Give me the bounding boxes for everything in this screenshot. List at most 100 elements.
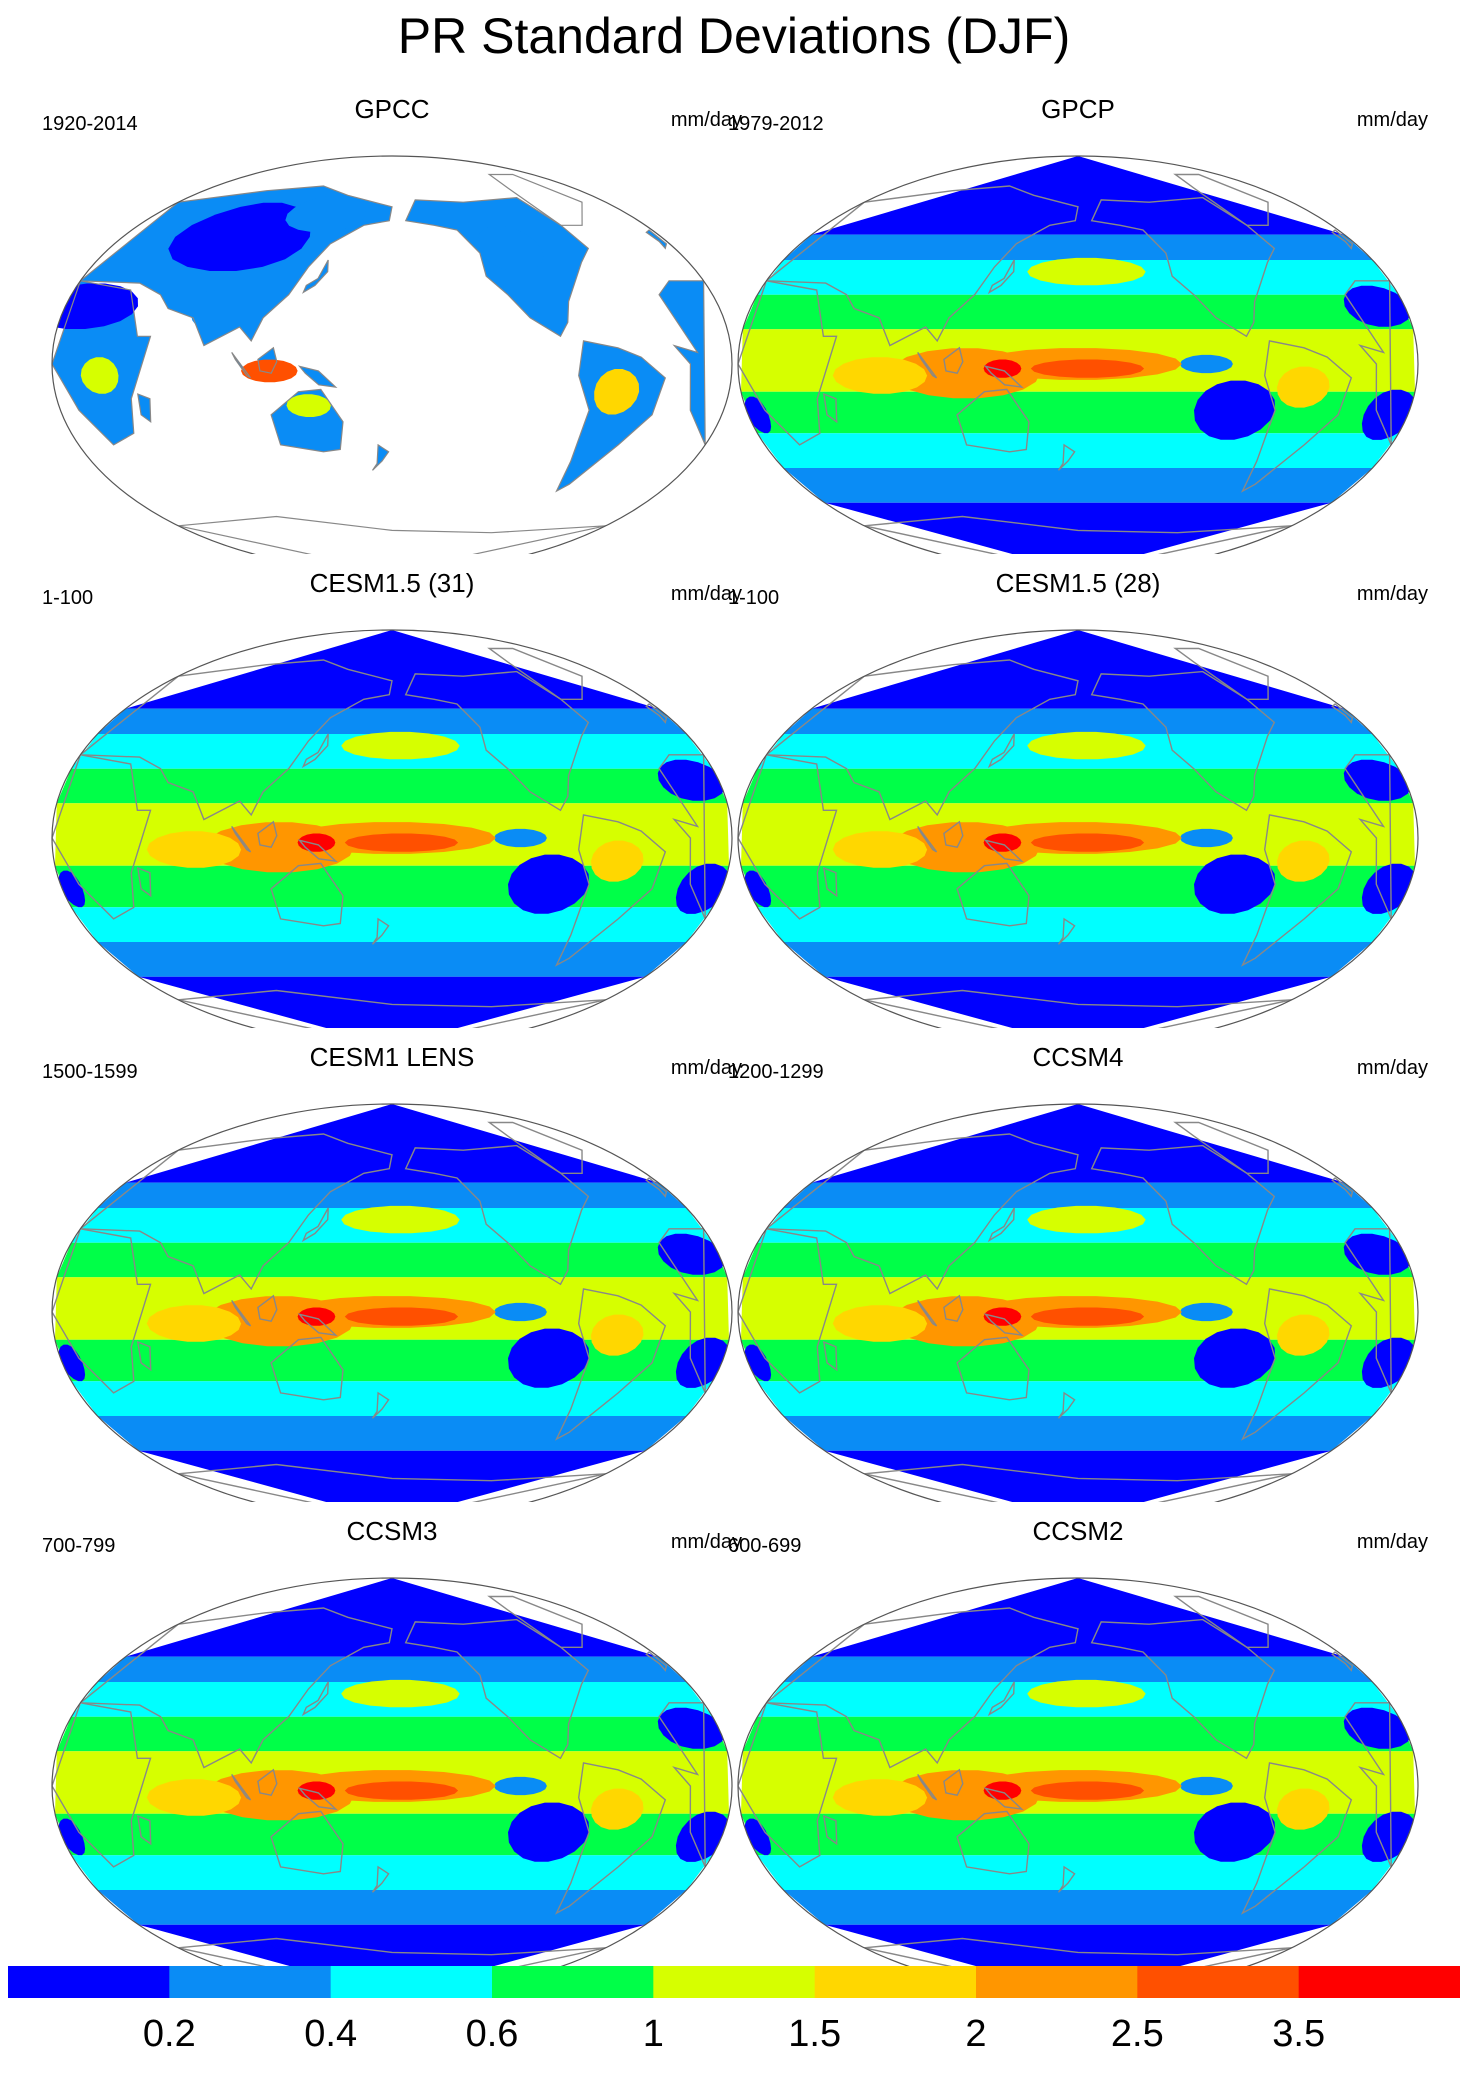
continent-north-america-coastline [404,1144,590,1286]
continent-greenland-coastline [487,1121,583,1174]
continent-australia-coastline [956,1336,1030,1401]
colorbar-swatch [492,1966,654,1998]
east-pacific-cold-tongue [1180,1776,1233,1796]
continent-antarctica-coastline [864,989,1292,1028]
continent-australia-coastline [270,1336,344,1401]
central-pacific-peak [1030,1307,1145,1326]
continent-eurasia-coastline [764,1607,1079,1769]
continent-africa-west-coastline [738,1702,838,1868]
globe-outline [51,1577,733,1976]
world-map [51,155,733,554]
subtropical-dry-east-atlantic [657,1233,726,1275]
world-map [51,1577,733,1976]
continent-eurasia-coastline [78,659,393,821]
continent-africa-east-coastline [1344,280,1392,446]
amazon-high-variability [1277,366,1330,408]
latitude-band [125,1578,659,1657]
amazon-high-variability [1277,840,1330,882]
island-madagascar-coastline [136,866,152,898]
continent-north-america-precip [405,197,589,337]
continent-south-america-coastline [1240,1762,1353,1915]
continent-north-america-coastline [404,1618,590,1760]
continent-africa-east-coastline [658,1228,706,1394]
world-map [737,629,1419,1028]
latitude-band [757,1855,1399,1890]
continent-africa-east-coastline [658,754,706,920]
latitude-band [824,502,1332,554]
panel-units: mm/day [670,583,742,605]
continent-antarctica-coastline [178,1937,606,1976]
island-britain-coastline [1331,703,1354,724]
island-new-zealand-coastline [1057,1865,1076,1893]
map-panel: CCSM2 600-699 mm/day [728,1516,1428,1976]
maritime-continent-land-peak [241,359,298,383]
colorbar-label: 0.2 [142,2013,196,2055]
continent-australia-coastline [270,388,344,453]
continent-greenland-coastline [1173,1595,1269,1648]
continent-africa-west-coastline [52,1702,152,1868]
colorbar-label: 2.5 [1110,2013,1164,2055]
island-borneo-coastline [257,820,278,848]
south-america-wet [594,369,640,415]
island-new-guinea-coastline [297,1787,338,1811]
panel-units: mm/day [1356,109,1428,131]
island-borneo-coastline [257,1294,278,1322]
east-pacific-cold-tongue [1180,828,1233,848]
island-madagascar-coastline [822,392,838,424]
globe-outline [737,1577,1419,1976]
continent-eurasia-coastline [78,1607,393,1769]
island-japan-coastline [987,1681,1015,1717]
world-map [737,1577,1419,1976]
indian-ocean-high-variability [832,1779,928,1816]
north-america-interior [477,225,544,272]
subtropical-dry-southeast-pacific [508,1328,590,1388]
east-pacific-cold-tongue [1180,1302,1233,1322]
central-pacific-peak [1030,359,1145,378]
island-britain-coastline [645,1177,668,1198]
globe-outline [51,155,733,554]
island-borneo-coastline [943,346,964,374]
island-madagascar-coastline [136,1340,152,1372]
island-new-zealand-coastline [1057,1391,1076,1419]
latitude-band [97,942,687,977]
colorbar-label: 1.5 [788,2013,842,2055]
island-new-zealand-coastline [371,1865,390,1893]
latitude-band [71,1381,713,1416]
island-britain-coastline [1331,1177,1354,1198]
continent-australia-coastline [956,388,1030,453]
indian-ocean-high-variability [146,1779,242,1816]
island-japan-coastline [301,733,329,769]
latitude-band [824,976,1332,1028]
continent-antarctica-coastline [178,1463,606,1502]
island-borneo-coastline [257,346,278,374]
map-panel: CCSM4 1200-1299 mm/day [728,1042,1428,1502]
latitude-band [97,1416,687,1451]
continent-australia-coastline [956,1810,1030,1875]
western-pacific-peak [983,1781,1022,1800]
latitude-band [742,1242,1414,1278]
subtropical-dry-east-atlantic [657,1707,726,1749]
island-borneo-coastline [943,1768,964,1796]
subtropical-dry-southeast-pacific [1194,1802,1276,1862]
continent-south-america-coastline [1240,814,1353,967]
colorbar-swatch [330,1966,493,1998]
continent-greenland-coastline [1173,173,1269,226]
amazon-high-variability [591,1788,644,1830]
island-madagascar-precip [137,394,151,422]
panel-period: 1920-2014 [42,113,138,135]
island-sumatra-coastline [231,825,252,853]
western-pacific-peak [297,1781,336,1800]
latitude-band [783,234,1373,260]
island-japan-coastline [987,259,1015,295]
island-new-zealand-coastline [372,443,390,471]
subtropical-dry-southeast-pacific [508,854,590,914]
panel-period: 600-699 [728,1535,802,1557]
latitude-band [824,1924,1332,1976]
island-japan-coastline [301,1681,329,1717]
india-dry [191,290,222,327]
colorbar [8,1966,1460,1998]
indian-ocean-high-variability [832,831,928,868]
island-madagascar-coastline [822,1340,838,1372]
latitude-band [138,976,646,1028]
continent-africa-east-coastline [658,280,706,446]
